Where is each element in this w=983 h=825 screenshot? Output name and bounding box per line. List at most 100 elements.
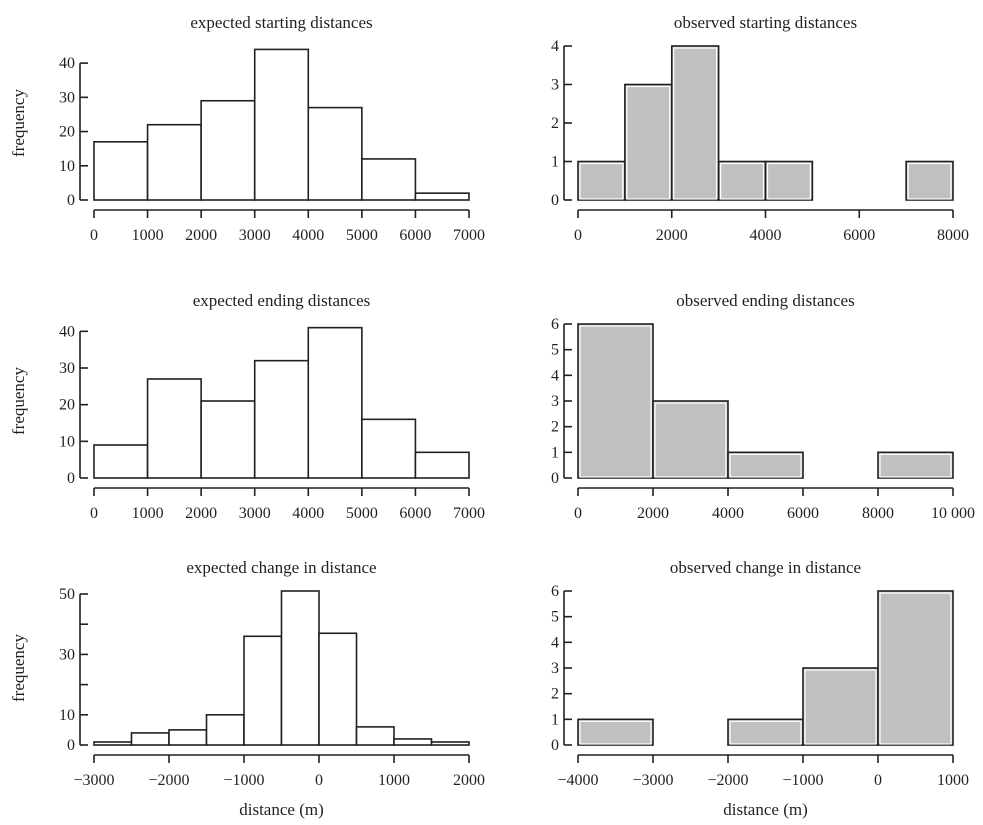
y-tick-label: 4	[551, 634, 559, 651]
histogram-bar	[243, 635, 283, 746]
histogram-panel: observed starting distances 0 1 2 3 4 0 2000 400…	[551, 13, 969, 244]
x-tick-label: 8000	[937, 227, 969, 244]
y-tick-label: 0	[67, 737, 75, 754]
panel-title: expected starting distances	[190, 13, 372, 32]
y-tick-label: 3	[551, 660, 559, 677]
bar-highlight	[729, 720, 802, 745]
histogram-bar	[200, 99, 256, 201]
histogram-bar	[318, 632, 358, 746]
x-tick-label: 6000	[399, 505, 431, 522]
y-tick-label: 30	[59, 360, 75, 377]
x-tick-label: −4000	[557, 772, 598, 789]
y-tick-label: 10	[59, 707, 75, 724]
histogram-bar	[717, 160, 767, 201]
histogram-bar	[205, 714, 245, 746]
histogram-bar	[168, 729, 208, 746]
bar-highlight	[879, 453, 952, 478]
y-tick-label: 0	[67, 470, 75, 487]
histogram-panel: observed change in distance 0 1 2 3 4 5 6 −4000 −…	[551, 558, 969, 819]
x-tick-label: 2000	[453, 772, 485, 789]
y-tick-label: 10	[59, 158, 75, 175]
x-tick-label: 2000	[185, 227, 217, 244]
histogram-bar	[146, 378, 202, 479]
y-tick-label: 4	[551, 38, 559, 55]
histogram-panel: expected starting distances 0 10 20 30 40 0 100…	[9, 13, 485, 244]
histogram-bar	[361, 158, 417, 201]
x-tick-label: −1000	[223, 772, 264, 789]
y-tick-label: 40	[59, 55, 75, 72]
y-axis-label: frequency	[9, 367, 28, 435]
y-tick-label: 6	[551, 583, 559, 600]
bar-highlight	[673, 47, 718, 200]
histogram-bar	[253, 359, 310, 479]
x-tick-label: 2000	[656, 227, 688, 244]
x-tick-label: 6000	[787, 505, 819, 522]
histogram-bar	[355, 726, 395, 746]
y-tick-label: 0	[551, 192, 559, 209]
bar-highlight	[579, 325, 652, 478]
y-tick-label: 20	[59, 124, 75, 141]
x-axis-label: distance (m)	[723, 800, 808, 819]
y-tick-label: 2	[551, 419, 559, 436]
bar-highlight	[654, 402, 727, 478]
x-tick-label: −3000	[73, 772, 114, 789]
bar-highlight	[579, 162, 624, 200]
histogram-bar	[764, 160, 814, 201]
bar-highlight	[804, 669, 877, 745]
histogram-bar	[93, 444, 149, 479]
histogram-bar	[577, 323, 654, 479]
x-tick-label: −2000	[148, 772, 189, 789]
bar-highlight	[720, 162, 765, 200]
y-tick-label: 40	[59, 323, 75, 340]
x-tick-label: 1000	[132, 505, 164, 522]
y-tick-label: 1	[551, 154, 559, 171]
histogram-bar	[253, 48, 310, 201]
x-tick-label: 4000	[292, 505, 324, 522]
x-tick-label: 0	[574, 505, 582, 522]
histogram-bar	[93, 141, 149, 201]
bar-highlight	[579, 720, 652, 745]
x-tick-label: 5000	[346, 227, 378, 244]
histogram-bar	[146, 123, 202, 201]
y-tick-label: 5	[551, 609, 559, 626]
y-tick-label: 2	[551, 115, 559, 132]
histogram-bar	[307, 326, 363, 479]
y-tick-label: 1	[551, 711, 559, 728]
x-tick-label: 1000	[937, 772, 969, 789]
x-tick-label: 4000	[292, 227, 324, 244]
x-tick-label: 0	[874, 772, 882, 789]
y-tick-label: 20	[59, 397, 75, 414]
histogram-panel: observed ending distances 0 1 2 3 4 5 6 0 2000 400…	[551, 291, 975, 522]
y-tick-label: 5	[551, 342, 559, 359]
x-tick-label: 4000	[750, 227, 782, 244]
histogram-bar	[727, 718, 804, 746]
bar-highlight	[766, 162, 811, 200]
bar-highlight	[907, 162, 952, 200]
x-tick-label: 3000	[239, 505, 271, 522]
x-tick-label: 5000	[346, 505, 378, 522]
y-tick-label: 30	[59, 646, 75, 663]
y-tick-label: 3	[551, 393, 559, 410]
bar-highlight	[729, 453, 802, 478]
histogram-bar	[200, 400, 256, 479]
x-tick-label: 6000	[399, 227, 431, 244]
y-tick-label: 0	[551, 470, 559, 487]
x-tick-label: 2000	[185, 505, 217, 522]
x-tick-label: 0	[574, 227, 582, 244]
bar-highlight	[879, 592, 952, 745]
histogram-bar	[307, 106, 363, 201]
histogram-bar	[624, 83, 673, 201]
panel-title: observed change in distance	[670, 558, 861, 577]
y-tick-label: 2	[551, 686, 559, 703]
y-tick-label: 3	[551, 77, 559, 94]
y-axis-label: frequency	[9, 634, 28, 702]
histogram-bar	[877, 451, 954, 479]
y-tick-label: 1	[551, 444, 559, 461]
histogram-bar	[414, 192, 470, 201]
x-tick-label: 7000	[453, 227, 485, 244]
histogram-bar	[130, 732, 170, 746]
panel-title: expected ending distances	[193, 291, 371, 310]
histogram-bar	[802, 667, 879, 746]
y-tick-label: 0	[67, 192, 75, 209]
